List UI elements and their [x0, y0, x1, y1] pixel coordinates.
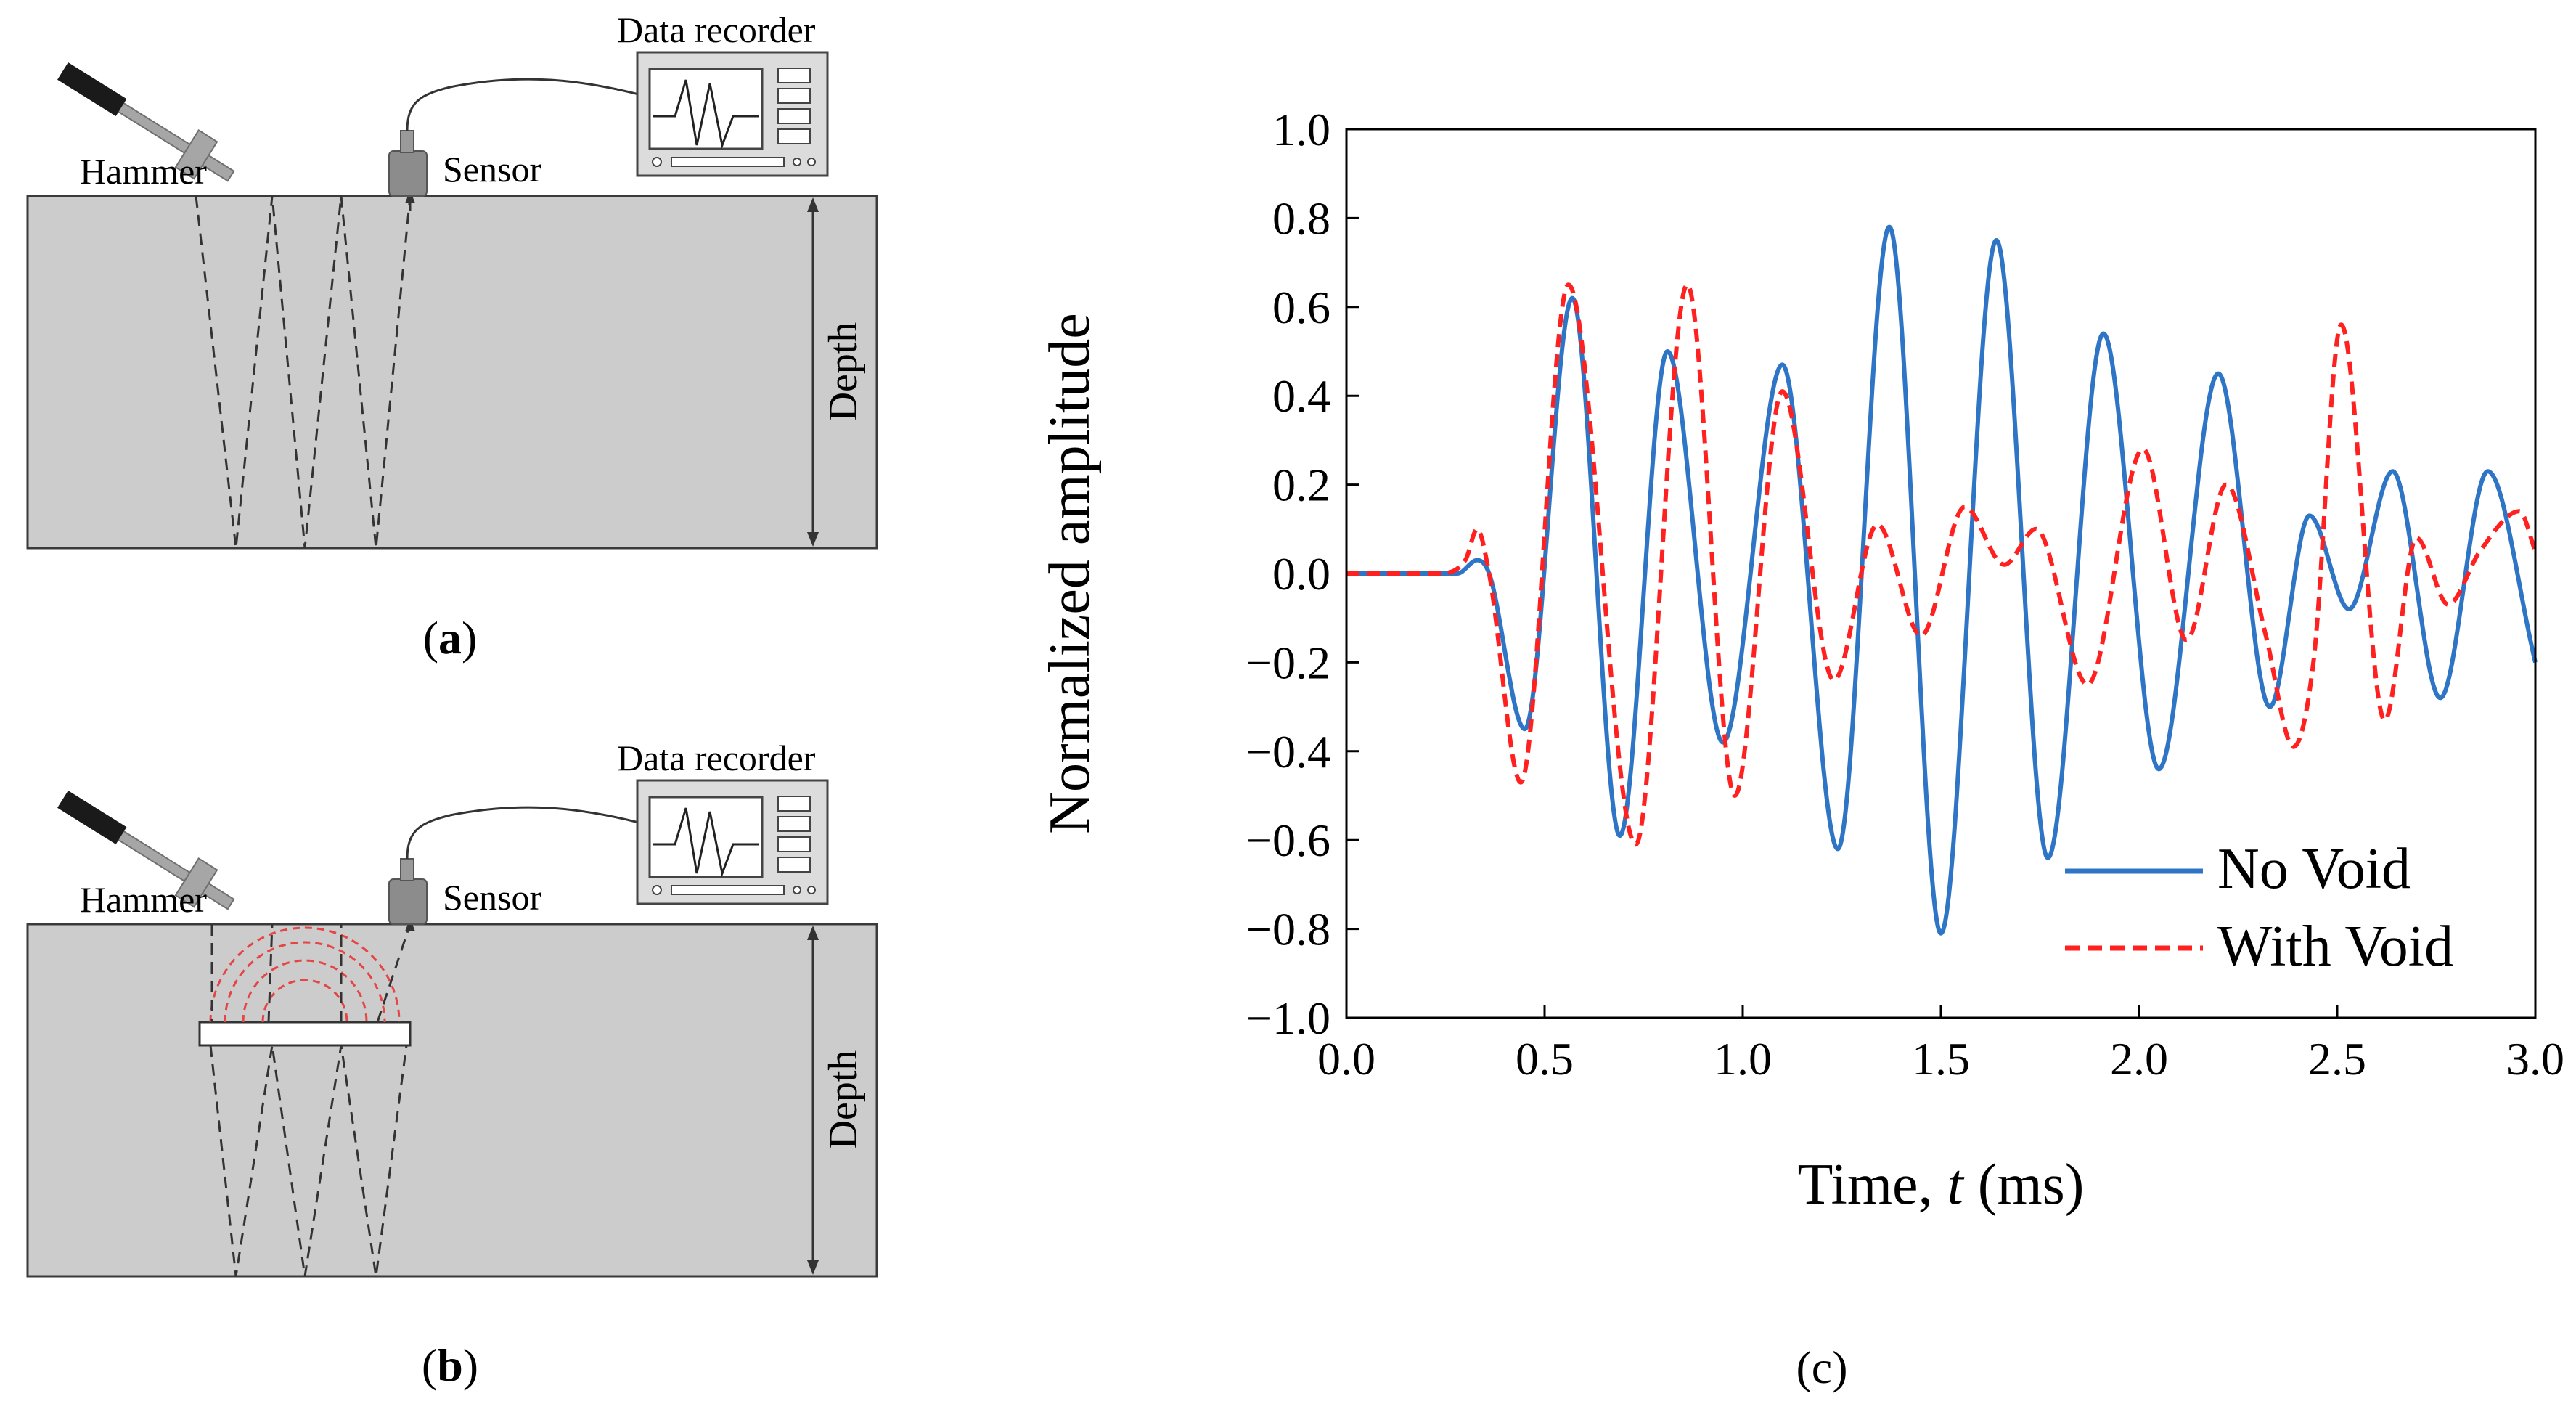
caption-a: (a): [423, 612, 478, 664]
sensor-icon: [388, 806, 639, 925]
sensor-label: Sensor: [443, 877, 541, 918]
hammer-icon: [57, 62, 235, 182]
depth-label: Depth: [821, 1050, 866, 1150]
x-axis-title: Time, t (ms): [1798, 1153, 2085, 1217]
reflection-path: [195, 195, 412, 549]
y-tick-label: 0.0: [1272, 548, 1330, 600]
x-tick-label: 3.0: [2506, 1033, 2564, 1085]
legend-label-no-void: No Void: [2217, 837, 2411, 901]
tick-marks: [1345, 128, 2537, 1019]
concrete-slab: [26, 923, 878, 1278]
series-line-with-void: [1346, 282, 2538, 847]
sensor-label: Sensor: [443, 149, 541, 189]
depth-dimension: [807, 926, 819, 1275]
legend-label-with-void: With Void: [2217, 915, 2453, 979]
y-tick-label: −0.4: [1246, 726, 1330, 777]
x-tick-label: 2.5: [2308, 1033, 2366, 1085]
x-tick-label: 1.0: [1714, 1033, 1772, 1085]
depth-label: Depth: [821, 322, 866, 422]
recorder-label: Data recorder: [617, 738, 816, 778]
hammer-icon: [57, 790, 235, 910]
void-region: [198, 1021, 412, 1047]
sensor-cable: [406, 78, 639, 131]
y-axis-title: Normalized amplitude: [1038, 313, 1102, 834]
caption-b: (b): [422, 1339, 478, 1391]
y-tick-label: −0.6: [1246, 815, 1330, 866]
x-tick-labels: 0.0 0.5 1.0 1.5 2.0 2.5 3.0: [1317, 1033, 2564, 1085]
concrete-slab: [26, 195, 878, 550]
y-tick-labels: 1.0 0.8 0.6 0.4 0.2 0.0 −0.2 −0.4 −0.6 −0.8 −1.0: [1246, 104, 1330, 1044]
y-tick-label: 0.2: [1272, 460, 1330, 511]
y-tick-label: 0.4: [1272, 370, 1330, 422]
legend: No Void With Void: [2065, 837, 2453, 979]
x-tick-label: 2.0: [2110, 1033, 2168, 1085]
caption-c: (c): [1796, 1342, 1847, 1393]
panel-c-chart: 1.0 0.8 0.6 0.4 0.2 0.0 −0.2 −0.4 −0.6 −0.8 −1.0 0…: [1038, 104, 2564, 1393]
y-tick-label: 0.6: [1272, 282, 1330, 333]
y-tick-label: −0.2: [1246, 637, 1330, 688]
x-tick-label: 0.0: [1317, 1033, 1375, 1085]
hammer-label: Hammer: [80, 151, 207, 192]
y-tick-label: 0.8: [1272, 192, 1330, 244]
y-tick-label: −1.0: [1246, 992, 1330, 1044]
data-recorder-icon: [636, 51, 829, 177]
data-recorder-icon: [636, 779, 829, 905]
x-tick-label: 0.5: [1516, 1033, 1574, 1085]
series-lines: [1346, 224, 2538, 936]
panel-a: Hammer Sensor Data recorder: [26, 9, 878, 664]
y-tick-label: −0.8: [1246, 904, 1330, 955]
sensor-cable: [406, 806, 639, 860]
depth-dimension: [807, 197, 819, 547]
recorder-label: Data recorder: [617, 9, 816, 50]
hammer-label: Hammer: [80, 879, 207, 920]
plot-frame: [1345, 128, 2537, 1019]
series-line-no-void: [1346, 224, 2538, 936]
panel-b: Hammer Sensor Data recorder Depth: [26, 738, 878, 1391]
sensor-icon: [388, 78, 639, 197]
reflected-wavefronts: [209, 926, 401, 1023]
y-tick-label: 1.0: [1272, 104, 1330, 155]
x-tick-label: 1.5: [1912, 1033, 1970, 1085]
